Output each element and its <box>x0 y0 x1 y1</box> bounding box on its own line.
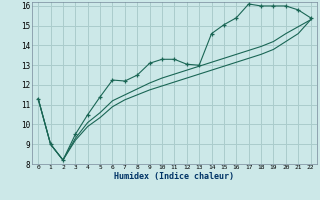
X-axis label: Humidex (Indice chaleur): Humidex (Indice chaleur) <box>115 172 234 181</box>
